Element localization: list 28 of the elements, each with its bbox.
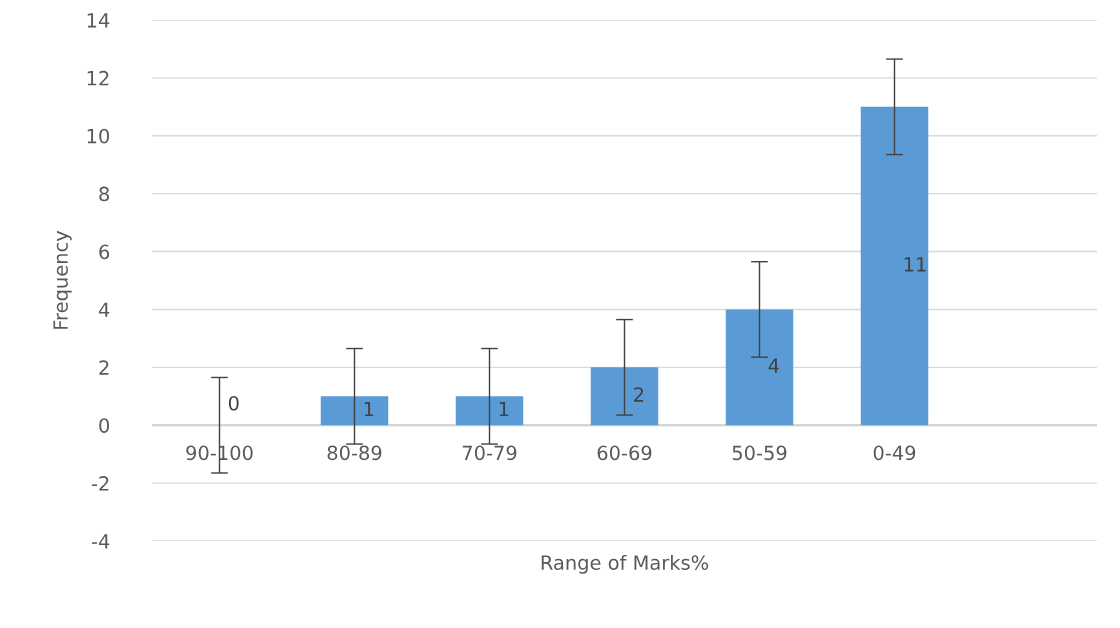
bar — [320, 396, 389, 426]
y-tick-label: 6 — [99, 244, 110, 260]
y-tick-label: 4 — [98, 302, 110, 317]
x-axis-title: Range of Marks% — [541, 554, 709, 574]
bar — [590, 367, 659, 426]
y-tick-label: 8 — [99, 186, 109, 202]
y-tick-label: 12 — [87, 70, 109, 86]
bar — [860, 106, 929, 426]
y-axis-title: Frequency — [53, 230, 72, 329]
bar — [725, 309, 794, 426]
x-tick-label: 60-69 — [597, 445, 652, 461]
y-tick-label: -4 — [91, 534, 110, 549]
y-tick-label: 2 — [99, 360, 109, 375]
data-label: 0 — [228, 395, 239, 411]
y-tick-label: 14 — [87, 13, 110, 28]
x-tick-label: 70-79 — [462, 445, 517, 461]
data-label: 1 — [364, 401, 374, 417]
data-label: 11 — [904, 257, 926, 272]
x-tick-label: 80-89 — [327, 445, 382, 461]
y-tick-label: 10 — [87, 128, 110, 144]
data-label: 4 — [768, 358, 779, 373]
data-label: 2 — [634, 387, 644, 402]
x-tick-label: 0-49 — [873, 445, 916, 461]
data-label: 1 — [499, 401, 509, 417]
y-tick-label: -2 — [91, 476, 109, 491]
y-tick-label: 0 — [99, 418, 110, 433]
bar — [455, 396, 524, 426]
x-tick-label: 50-59 — [732, 445, 787, 461]
